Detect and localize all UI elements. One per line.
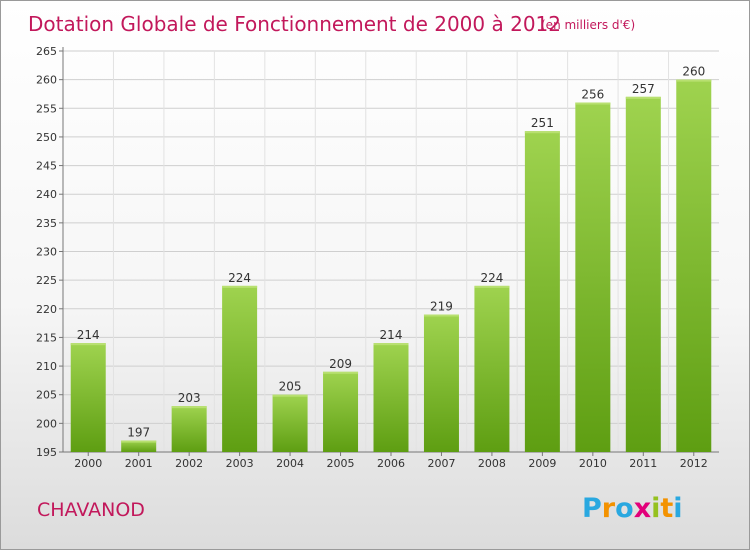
bar-highlight bbox=[121, 440, 157, 443]
proxiti-logo: Proxiti bbox=[582, 493, 683, 524]
value-label: 257 bbox=[632, 82, 655, 96]
bar bbox=[575, 102, 611, 453]
bar-highlight bbox=[625, 96, 661, 99]
x-tick-label: 2000 bbox=[74, 457, 102, 470]
x-tick-label: 2005 bbox=[327, 457, 355, 470]
bar bbox=[121, 440, 157, 452]
bar bbox=[272, 394, 308, 452]
chart-subtitle: (en milliers d'€) bbox=[541, 18, 635, 32]
x-tick-label: 2002 bbox=[175, 457, 203, 470]
y-tick-label: 235 bbox=[36, 217, 57, 230]
value-label: 203 bbox=[178, 391, 201, 405]
y-tick-label: 245 bbox=[36, 160, 57, 173]
bar-highlight bbox=[373, 343, 409, 346]
x-tick-label: 2012 bbox=[680, 457, 708, 470]
value-label: 219 bbox=[430, 300, 453, 314]
logo-text: Proxiti bbox=[582, 493, 683, 524]
x-tick-label: 2009 bbox=[528, 457, 556, 470]
bar-highlight bbox=[323, 371, 359, 374]
bar bbox=[373, 343, 409, 452]
logo-letter: t bbox=[660, 493, 673, 524]
y-tick-label: 210 bbox=[36, 360, 57, 373]
bar-highlight bbox=[575, 102, 611, 105]
y-tick-label: 205 bbox=[36, 389, 57, 402]
y-tick-label: 215 bbox=[36, 331, 57, 344]
y-tick-label: 265 bbox=[36, 45, 57, 58]
bar bbox=[676, 79, 712, 453]
bar bbox=[222, 285, 258, 452]
value-label: 260 bbox=[682, 65, 705, 79]
y-tick-label: 220 bbox=[36, 303, 57, 316]
x-tick-label: 2004 bbox=[276, 457, 304, 470]
y-tick-label: 260 bbox=[36, 74, 57, 87]
bar bbox=[423, 314, 459, 452]
value-label: 197 bbox=[127, 426, 150, 440]
value-labels: 214 197 203 224 205 209 214 219 224 251 256 257 260 bbox=[77, 65, 705, 440]
value-label: 224 bbox=[228, 271, 251, 285]
bar bbox=[70, 343, 106, 452]
y-axis-ticks: 195 200 205 210 215 220 225 230 235 240 245 250 255 2… bbox=[36, 45, 63, 459]
bar bbox=[524, 131, 560, 452]
bar bbox=[474, 285, 510, 452]
bars bbox=[70, 79, 712, 453]
x-tick-label: 2007 bbox=[427, 457, 455, 470]
bar bbox=[625, 96, 661, 452]
logo-letter: x bbox=[634, 493, 651, 524]
x-tick-label: 2003 bbox=[226, 457, 254, 470]
logo-letter: i bbox=[673, 493, 682, 524]
x-axis-ticks: 2000 2001 2002 2003 2004 2005 2006 2007 2008 2009… bbox=[74, 452, 708, 470]
bar-highlight bbox=[70, 343, 106, 346]
bar-highlight bbox=[676, 79, 712, 82]
grid-lines bbox=[63, 50, 719, 453]
value-label: 256 bbox=[581, 88, 604, 102]
bar bbox=[323, 371, 359, 452]
value-label: 214 bbox=[380, 328, 403, 342]
logo-letter: P bbox=[582, 493, 602, 524]
value-label: 251 bbox=[531, 116, 554, 130]
bar-highlight bbox=[171, 406, 207, 409]
bar-highlight bbox=[524, 131, 560, 134]
y-tick-label: 250 bbox=[36, 131, 57, 144]
chart-title: Dotation Globale de Fonctionnement de 20… bbox=[28, 12, 561, 36]
y-tick-label: 225 bbox=[36, 274, 57, 287]
x-tick-label: 2010 bbox=[579, 457, 607, 470]
value-label: 214 bbox=[77, 328, 100, 342]
bar bbox=[171, 406, 207, 452]
y-tick-label: 240 bbox=[36, 188, 57, 201]
bar-highlight bbox=[474, 285, 510, 288]
x-tick-label: 2006 bbox=[377, 457, 405, 470]
value-label: 205 bbox=[279, 380, 302, 394]
y-tick-label: 230 bbox=[36, 246, 57, 259]
logo-letter: i bbox=[651, 493, 660, 524]
logo-letter: r bbox=[602, 493, 616, 524]
commune-name: CHAVANOD bbox=[37, 499, 145, 521]
y-tick-label: 200 bbox=[36, 417, 57, 430]
x-tick-label: 2008 bbox=[478, 457, 506, 470]
logo-letter: o bbox=[615, 493, 634, 524]
bar-highlight bbox=[423, 314, 459, 317]
y-tick-label: 195 bbox=[36, 446, 57, 459]
y-tick-label: 255 bbox=[36, 102, 57, 115]
value-label: 209 bbox=[329, 357, 352, 371]
x-tick-label: 2001 bbox=[125, 457, 153, 470]
value-label: 224 bbox=[480, 271, 503, 285]
x-tick-label: 2011 bbox=[629, 457, 657, 470]
bar-highlight bbox=[222, 285, 258, 288]
bar-highlight bbox=[272, 394, 308, 397]
